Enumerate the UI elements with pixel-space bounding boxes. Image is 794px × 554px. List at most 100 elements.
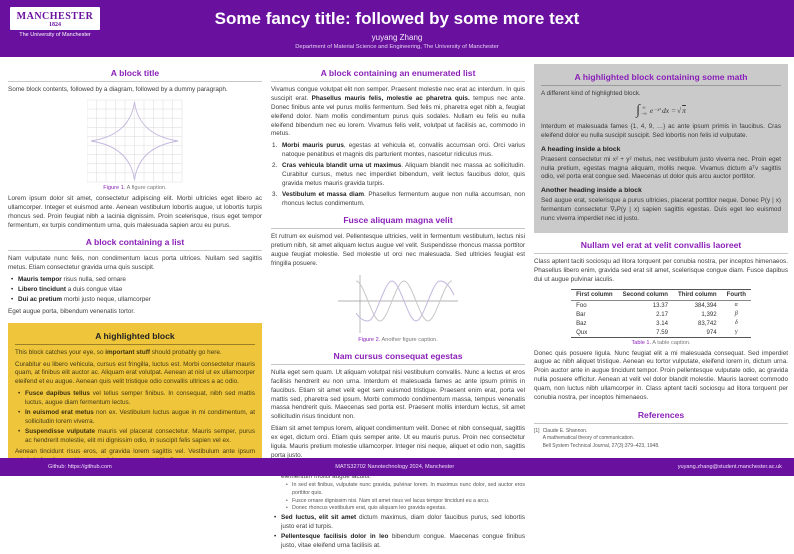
footer-course-info: MATS32702 Nanotechnology 2024, Mancheste… — [335, 464, 455, 470]
table-cell: 974 — [673, 327, 722, 338]
enum-item: Vestibulum et massa diam. Phasellus ferm… — [271, 191, 525, 209]
integrand-base: e — [649, 106, 654, 116]
intro-bold: Phasellus mauris felis, molestie ac phar… — [311, 94, 470, 102]
integrand-exponent: −x² — [654, 108, 661, 114]
footer-github-link[interactable]: Github: https://github.com — [48, 464, 112, 470]
nested-list: In sed est finibus, vulputate nunc gravi… — [285, 482, 525, 513]
table-header-cell: First column — [571, 288, 618, 301]
table-cell: 13.37 — [652, 301, 669, 309]
math-block-intro: A different kind of highlighted block. — [541, 90, 641, 97]
intro-pre: Vivamus congue volutpat elit non semper.… — [271, 86, 525, 102]
sqrt-sign: √ — [677, 106, 682, 116]
list-item-lead: Mauris tempor — [18, 276, 62, 284]
logo-wordmark: MANCHESTER — [16, 11, 94, 22]
list-item: Sed luctus, elit sit amet dictum maximus… — [273, 514, 525, 532]
integral-sign: ∫ — [636, 102, 640, 118]
figure-2-caption: Figure 2. Another figure caption. — [271, 337, 525, 343]
enum-block-heading: A block containing an enumerated list — [271, 64, 525, 82]
fusce-paragraph: Et rutrum ex euismod vel. Pellentesque u… — [271, 233, 525, 267]
reference-entry: [1] Claude E. Shannon. A mathematical th… — [534, 428, 788, 451]
lower-limit: −∞ — [640, 110, 647, 116]
lorem-paragraph: Lorem ipsum dolor sit amet, consectetur … — [8, 194, 262, 229]
table-cell: δ — [734, 320, 738, 326]
references-list: [1] Claude E. Shannon. A mathematical th… — [534, 428, 788, 451]
lead-bold: important stuff — [105, 348, 151, 356]
poster-footer: Github: https://github.com MATS32702 Nan… — [0, 458, 794, 476]
figure-2-label: Figure 2. — [358, 336, 381, 343]
table-cell: 1,392 — [701, 310, 717, 318]
table-cell: 7.59 — [617, 327, 674, 338]
table-row: Foo 13.37 384,394 α — [571, 300, 751, 310]
donec-paragraph: Donec quis posuere ligula. Nunc feugiat … — [534, 349, 788, 401]
nam-block-heading: Nam cursus consequat egestas — [271, 347, 525, 365]
inner-paragraph-1: Praesent consectetur mi x² + y² metus, n… — [541, 155, 781, 181]
math-highlighted-block: A highlighted block containing some math… — [534, 64, 788, 233]
sub-list-item: Fusce ornare dignissim nisi. Nam sit ame… — [285, 498, 525, 506]
sub-list-item: In sed est finibus, vulputate nunc gravi… — [285, 482, 525, 497]
footer-email-link[interactable]: yuyang.zhang@student.manchester.ac.uk — [677, 464, 782, 470]
table-row: Baz 3.14 83,742 δ — [571, 319, 751, 328]
enum-item-text: , egestas at vehicula et, convallis accu… — [282, 142, 525, 159]
list-item-lead: Fusce dapibus tellus — [25, 390, 90, 398]
table-cell: α — [734, 302, 738, 308]
enum-item-lead: Morbi mauris purus — [282, 142, 344, 150]
intro-post: tempus nec ante. Donec finibus ante vel … — [271, 94, 526, 138]
table-row: Qux 7.59 974 γ — [571, 327, 751, 338]
list-item: Dui ac pretium morbi justo neque, ullamc… — [10, 296, 262, 305]
list-block-intro: Nam vulputate nunc felis, non condimentu… — [8, 255, 262, 272]
table-header-row: First column Second column Third column … — [571, 288, 751, 301]
highlighted-list: Fusce dapibus tellus vel tellus semper f… — [17, 390, 255, 445]
star-plot-figure — [87, 99, 183, 183]
nam-paragraph-1: Nulla eget sem quam. Ut aliquam volutpat… — [271, 368, 525, 421]
university-logo: MANCHESTER 1824 The University of Manche… — [10, 7, 100, 38]
figure-1-label: Figure 1. — [103, 184, 126, 191]
lead-pre: This block catches your eye, so — [15, 348, 106, 356]
table-cell: Baz — [576, 319, 587, 327]
list-item-text: mauris vel placerat consectetur. Mauris … — [25, 427, 255, 444]
math-block-paragraph-1: Interdum et malesuada fames {1, 4, 9, …}… — [541, 122, 781, 139]
sqrt-radicand: π — [682, 106, 686, 116]
list-item-lead: In euismod erat metus — [25, 408, 94, 416]
list-item-lead: Libero tincidunt — [18, 286, 66, 293]
reference-number: [1] — [534, 427, 540, 434]
nam-paragraph-2: Etiam sit amet tempus lorem, aliquet con… — [271, 425, 525, 459]
figure-1-caption: Figure 1. A figure caption. — [8, 185, 262, 191]
upper-limit: ∞ — [642, 105, 646, 111]
poster-affiliation: Department of Material Science and Engin… — [295, 44, 499, 50]
table-cell: 83,742 — [697, 319, 717, 327]
integral-limits: ∞ −∞ — [641, 105, 647, 116]
list-item-lead: Suspendisse vulputate — [25, 427, 95, 435]
table-cell: 384,394 — [694, 301, 717, 309]
inner-paragraph-2: Sed augue erat, scelerisque a purus ultr… — [541, 197, 781, 222]
highlighted-paragraph: Curabitur eu libero vehicula, cursus est… — [15, 360, 255, 386]
list-item: Mauris tempor risus nulla, sed ornare — [10, 276, 262, 285]
sine-wave-figure — [338, 274, 458, 333]
lead-post: should probably go here. — [150, 348, 222, 356]
list-item: In euismod erat metus non ex. Vestibulum… — [17, 409, 255, 427]
reference-journal: Bell System Technical Journal, 27(3):379… — [542, 442, 660, 449]
integral-formula: ∫ ∞ −∞ e −x² dx = √ π — [541, 102, 781, 118]
formula-equals: dx = — [661, 106, 676, 116]
list-item-text: vel tellus semper finibus. In consequat,… — [25, 390, 255, 406]
logo-subtitle: The University of Manchester — [19, 32, 91, 38]
list-item-lead: Dui ac pretium — [18, 295, 63, 303]
poster-header: MANCHESTER 1824 The University of Manche… — [0, 0, 794, 57]
sub-list-item: Donec rhoncus vestibulum erat, quis aliq… — [285, 505, 525, 513]
enum-item-lead: Cras vehicula blandit urna ut maximus — [282, 162, 402, 169]
table-cell: Foo — [576, 301, 587, 309]
table-caption-label: Table 1. — [631, 339, 652, 346]
table-row: Bar 2.17 1,392 β — [571, 310, 751, 319]
table-block-heading: Nullam vel erat at velit convallis laore… — [534, 236, 788, 254]
simple-list: Mauris tempor risus nulla, sed ornare Li… — [10, 276, 262, 305]
math-block-heading: A highlighted block containing some math — [541, 68, 781, 86]
figure-1-caption-text: A figure caption. — [125, 184, 167, 191]
highlighted-block: A highlighted block This block catches y… — [8, 322, 262, 476]
table-cell: 3.14 — [656, 319, 669, 327]
enum-block-intro: Vivamus congue volutpat elit non semper.… — [271, 86, 525, 139]
table-header-cell: Fourth — [721, 288, 751, 301]
list-block-heading: A block containing a list — [8, 233, 262, 252]
list-item: Suspendisse vulputate mauris vel placera… — [17, 428, 255, 446]
list-item-text: a duis congue vitae — [65, 286, 123, 293]
inner-heading-1: A heading inside a block — [541, 145, 621, 153]
table-cell: Qux — [571, 327, 618, 338]
